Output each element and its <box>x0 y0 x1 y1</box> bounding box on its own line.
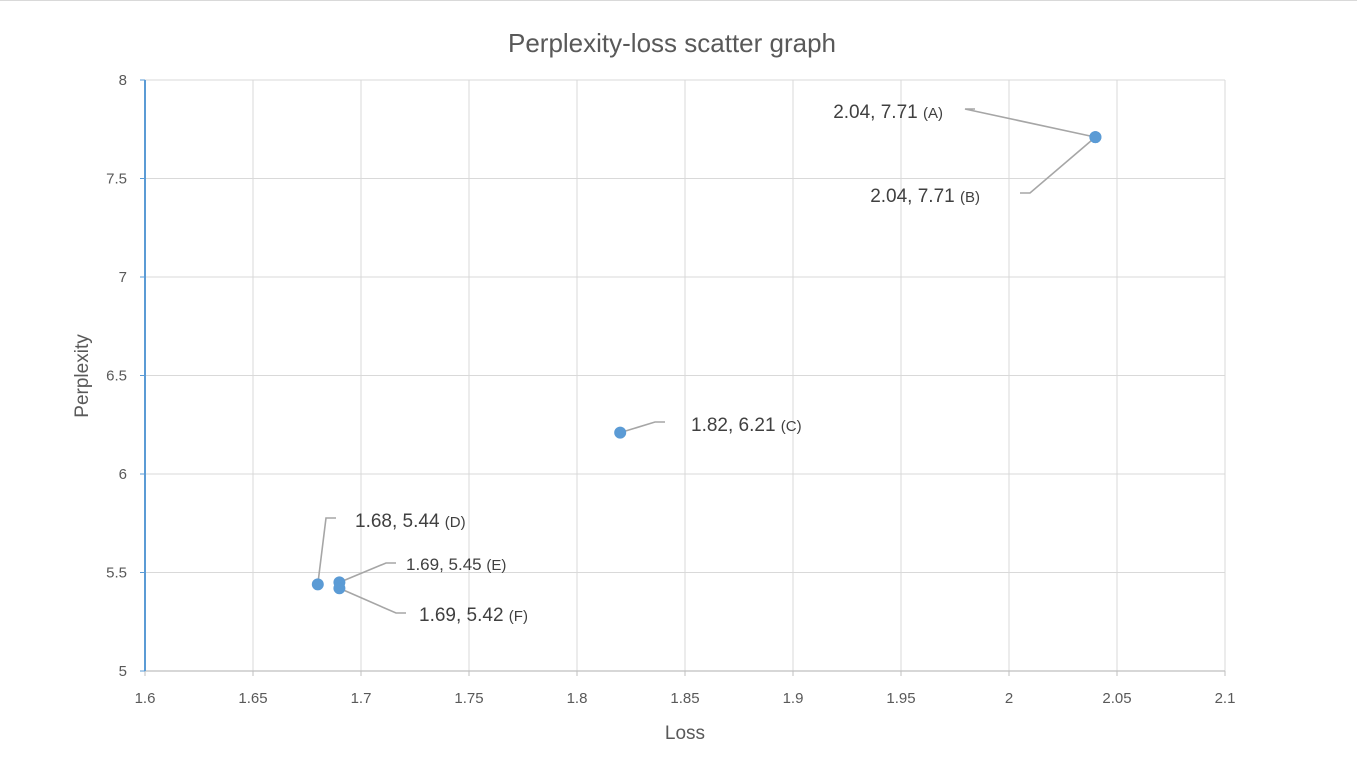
y-tick-label: 5.5 <box>106 565 127 582</box>
y-tick-label: 6 <box>119 466 127 483</box>
data-label-f[interactable]: 1.69, 5.42 (F) <box>419 605 528 626</box>
chart-axes <box>140 79 1226 676</box>
chart-points[interactable] <box>311 131 1102 595</box>
x-tick-label: 1.85 <box>670 690 699 707</box>
data-label-value: 1.68, 5.44 <box>355 511 445 532</box>
data-label-b[interactable]: 2.04, 7.71 (B) <box>870 186 980 207</box>
chart-leader-lines <box>317 108 1096 614</box>
x-tick-label: 2.1 <box>1215 690 1236 707</box>
data-label-tag: (A) <box>923 105 943 122</box>
data-label-value: 1.69, 5.42 <box>419 605 509 626</box>
data-label-e[interactable]: 1.69, 5.45 (E) <box>406 555 506 574</box>
data-label-tag: (B) <box>960 189 980 206</box>
chart-tick-labels: 1.6 1.65 1.7 1.75 1.8 1.85 1.9 1.95 2 2.05 2.1 5 5.5… <box>106 72 1235 707</box>
y-tick-label: 7 <box>119 269 127 286</box>
y-tick-label: 6.5 <box>106 368 127 385</box>
leader-line-e <box>339 562 396 584</box>
x-tick-label: 1.9 <box>783 690 804 707</box>
chart-gridlines <box>145 79 1226 671</box>
y-tick-label: 8 <box>119 72 127 89</box>
leader-line-c <box>619 421 665 434</box>
data-label-tag: (E) <box>486 557 506 574</box>
data-label-value: 2.04, 7.71 <box>870 186 960 207</box>
data-point-d[interactable] <box>311 578 324 591</box>
x-tick-label: 1.95 <box>886 690 915 707</box>
leader-line-b <box>1020 136 1096 194</box>
data-label-value: 1.69, 5.45 <box>406 555 486 574</box>
chart-data-labels: 2.04, 7.71 (A)2.04, 7.71 (B)1.82, 6.21 (… <box>355 102 980 626</box>
x-tick-label: 2.05 <box>1102 690 1131 707</box>
data-label-value: 1.82, 6.21 <box>691 415 781 436</box>
x-tick-label: 1.65 <box>238 690 267 707</box>
x-tick-label: 1.6 <box>135 690 156 707</box>
leader-line-f <box>339 587 406 614</box>
y-axis-title[interactable]: Perplexity <box>72 334 93 418</box>
x-tick-label: 1.7 <box>351 690 372 707</box>
leader-line-d <box>317 517 336 585</box>
x-axis-title[interactable]: Loss <box>665 723 705 744</box>
data-point-f[interactable] <box>333 582 346 595</box>
x-tick-label: 1.8 <box>567 690 588 707</box>
data-label-d[interactable]: 1.68, 5.44 (D) <box>355 511 466 532</box>
data-label-tag: (D) <box>445 514 466 531</box>
data-label-value: 2.04, 7.71 <box>833 102 923 123</box>
data-label-tag: (F) <box>509 608 528 625</box>
y-tick-label: 7.5 <box>106 171 127 188</box>
data-label-tag: (C) <box>781 418 802 435</box>
leader-line-a <box>964 108 1096 138</box>
data-point-c[interactable] <box>614 426 627 439</box>
x-tick-label: 2 <box>1005 690 1013 707</box>
data-label-a[interactable]: 2.04, 7.71 (A) <box>833 102 943 123</box>
data-label-c[interactable]: 1.82, 6.21 (C) <box>691 415 802 436</box>
data-point-b[interactable] <box>1089 131 1102 144</box>
y-tick-label: 5 <box>119 663 127 680</box>
x-tick-label: 1.75 <box>454 690 483 707</box>
chart-title[interactable]: Perplexity-loss scatter graph <box>508 28 836 58</box>
